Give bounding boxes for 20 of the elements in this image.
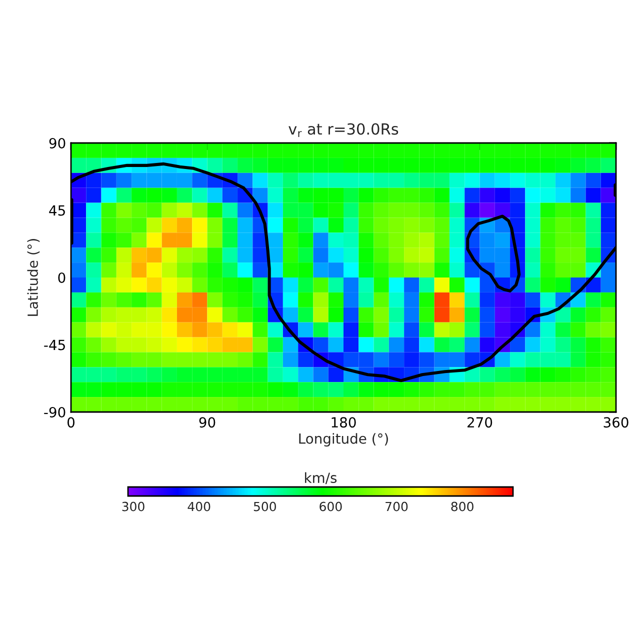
x-tick-label: 0 [67, 417, 74, 428]
y-tick-label: 0 [58, 272, 66, 283]
x-tick-label: 360 [604, 417, 628, 428]
chart-title: v$_{r}$ at r=30.0Rs [288, 123, 398, 138]
x-tick-label: 90 [199, 417, 216, 428]
color-bar-label: 300 [122, 502, 144, 512]
y-axis-title: Latitude (°) [27, 239, 40, 316]
y-tick-label: -90 [44, 406, 66, 418]
y-tick-label: 90 [49, 138, 66, 148]
x-axis-title: Longitude (°) [299, 433, 388, 447]
color-bar-label: 500 [254, 502, 276, 512]
x-tick-label: 180 [332, 417, 356, 428]
color-bar-label: 700 [386, 502, 408, 512]
y-tick-label: -45 [44, 340, 65, 350]
color-bar-label: 400 [188, 502, 210, 512]
color-bar-title: km/s [305, 472, 337, 484]
y-tick-label: 45 [49, 205, 65, 216]
color-bar-label: 600 [320, 502, 342, 512]
color-bar-label: 800 [451, 502, 474, 512]
x-tick-label: 270 [468, 417, 492, 428]
